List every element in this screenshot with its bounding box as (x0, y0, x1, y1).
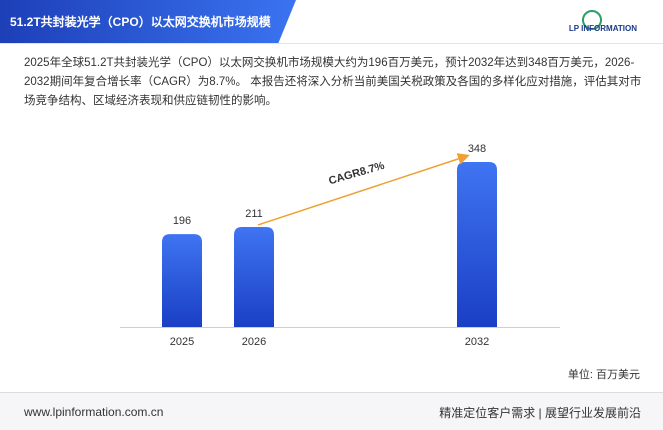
footer-slogan: 精准定位客户需求 | 展望行业发展前沿 (439, 406, 641, 420)
footer-url: www.lpinformation.com.cn (24, 405, 164, 419)
value-label: 196 (173, 215, 191, 227)
chart: 2025 196 2026 211 2032 348 CAGR8.7% 单位: 百万美元 (120, 143, 640, 381)
footer: www.lpinformation.com.cn 精准定位客户需求 | 展望行业… (0, 392, 663, 430)
value-label: 211 (245, 208, 263, 220)
bar (234, 226, 274, 327)
unit-label: 单位: 百万美元 (568, 367, 640, 381)
x-tick-label: 2025 (170, 336, 194, 348)
x-tick-label: 2032 (465, 336, 489, 348)
description: 2025年全球51.2T共封装光学（CPO）以太网交换机市场规模大约为196百万… (24, 57, 642, 107)
bar (457, 162, 497, 327)
header-title: 51.2T共封装光学（CPO）以太网交换机市场规模 (10, 15, 271, 29)
logo-text: LP INFORMATION (568, 24, 637, 33)
x-tick-label: 2026 (242, 336, 266, 348)
cagr-label: CAGR8.7% (327, 160, 386, 188)
bar (162, 234, 202, 327)
header-banner (0, 0, 663, 44)
value-label: 348 (468, 143, 486, 155)
cagr-arrow (257, 153, 470, 226)
